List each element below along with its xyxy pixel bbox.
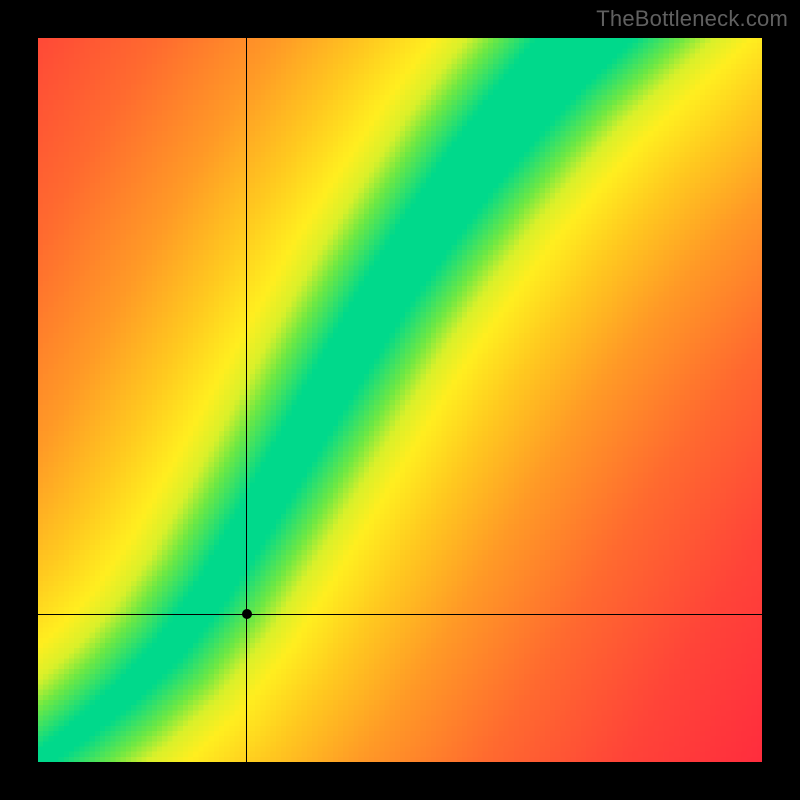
- border-right: [762, 0, 800, 800]
- heatmap-canvas: [38, 38, 762, 762]
- watermark-text: TheBottleneck.com: [596, 6, 788, 32]
- chart-container: TheBottleneck.com: [0, 0, 800, 800]
- crosshair-marker: [242, 609, 252, 619]
- crosshair-horizontal: [38, 614, 762, 615]
- border-bottom: [0, 762, 800, 800]
- crosshair-vertical: [246, 38, 247, 762]
- border-left: [0, 0, 38, 800]
